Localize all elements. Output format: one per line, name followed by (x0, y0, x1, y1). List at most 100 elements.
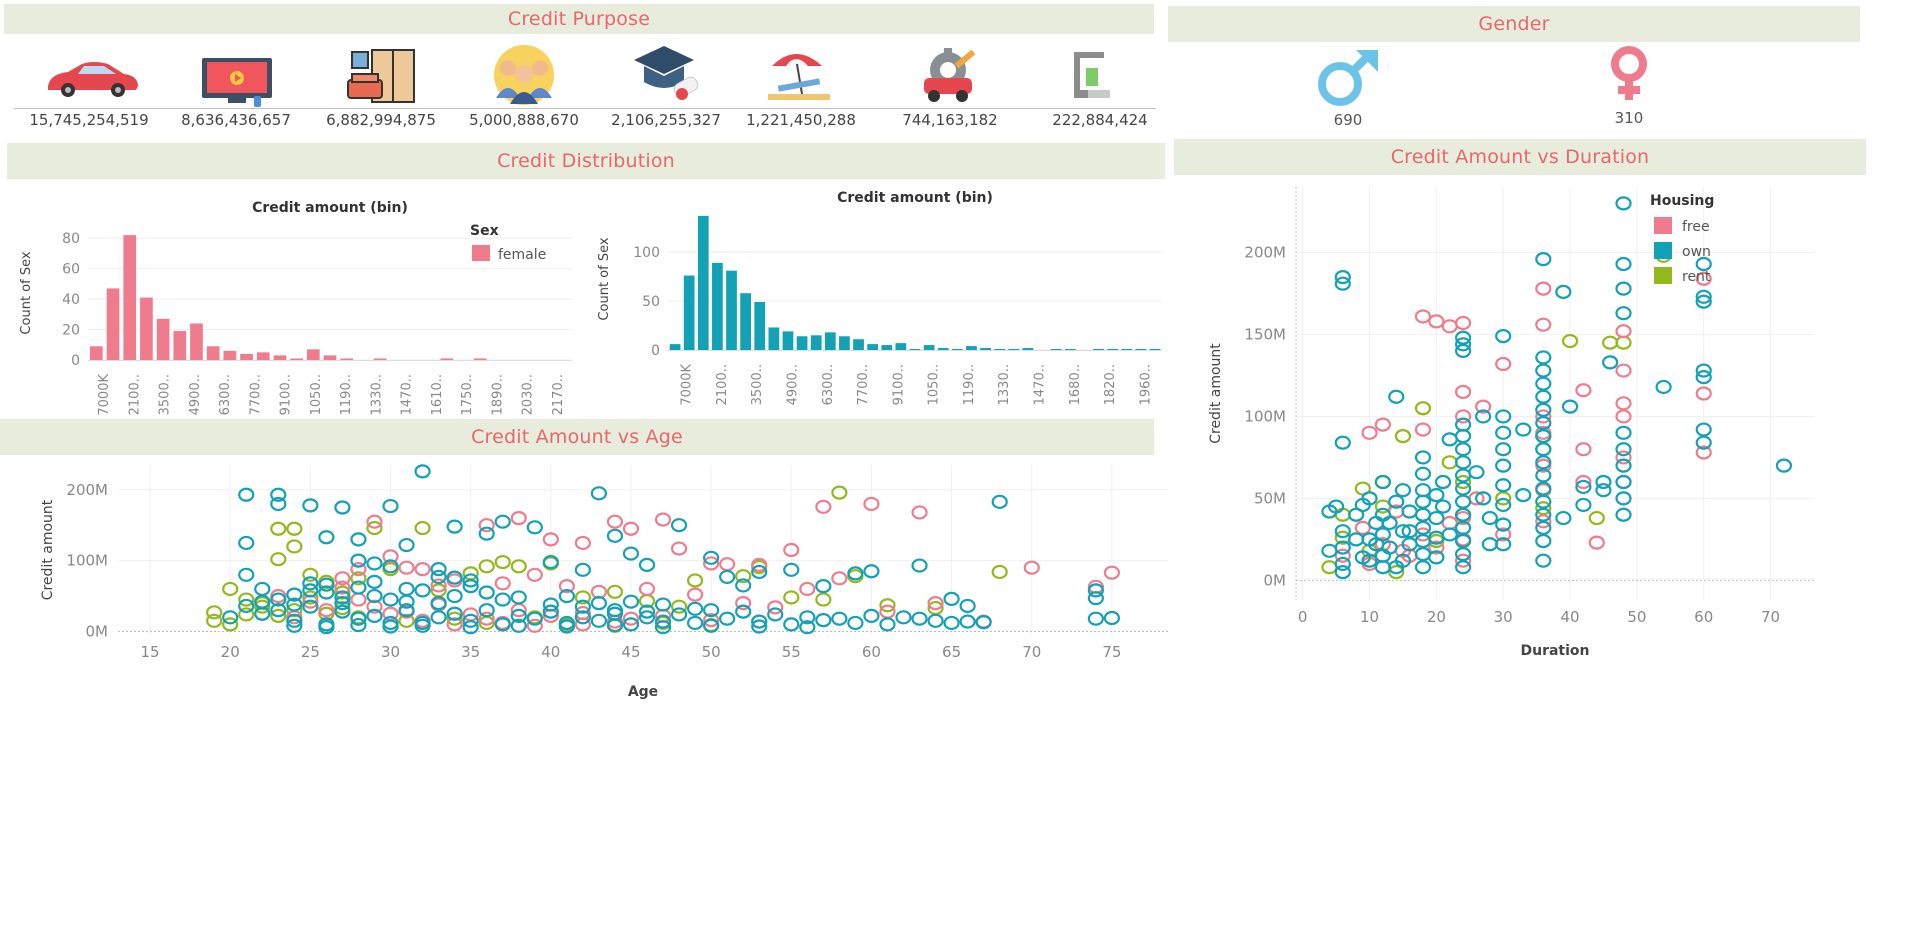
data-point-own (1454, 337, 1472, 352)
data-point-rent (1321, 560, 1338, 575)
data-point-own (991, 494, 1008, 509)
data-point-own (1695, 363, 1712, 378)
data-point-own (1615, 306, 1632, 321)
data-point-free (1103, 565, 1120, 580)
data-point-free (703, 556, 720, 571)
histogram-bar (1050, 349, 1062, 351)
x-tick-label: 55 (782, 643, 801, 661)
data-point-own (1441, 432, 1458, 447)
histogram-bar (768, 327, 780, 350)
data-point-own (703, 603, 720, 618)
x-tick-label: 1050.. (309, 374, 324, 415)
data-point-own (606, 603, 624, 618)
data-point-own (1454, 494, 1472, 509)
data-point-rent (1388, 565, 1405, 580)
data-point-own (686, 615, 704, 631)
data-point-own (1515, 488, 1532, 503)
histogram-bar (980, 348, 991, 350)
data-point-own (462, 579, 479, 594)
y-axis-label: Count of Sex (597, 237, 612, 320)
data-point-own (1368, 537, 1385, 552)
data-point-free (574, 535, 591, 551)
data-point-own (1354, 550, 1371, 565)
data-point-free (831, 571, 848, 586)
data-point-own (1695, 370, 1712, 385)
data-point-own (1615, 196, 1632, 211)
y-tick-label: 200M (1244, 244, 1286, 262)
data-point-own (1495, 329, 1512, 344)
data-point-own (526, 520, 543, 535)
data-point-own (222, 610, 239, 625)
data-point-own (799, 610, 816, 625)
x-tick-label: 1190.. (962, 364, 977, 405)
data-point-own (1775, 458, 1793, 473)
data-point-own (1495, 409, 1512, 424)
x-tick-label: 30 (381, 643, 400, 661)
data-point-own (382, 559, 399, 574)
data-point-own (510, 608, 527, 623)
data-point-own (286, 597, 303, 612)
data-point-own (863, 564, 880, 579)
data-point-own (334, 596, 351, 611)
data-point-rent (510, 559, 527, 574)
data-point-rent (879, 598, 896, 613)
data-point-free (366, 599, 383, 614)
data-point-own (302, 576, 319, 591)
data-point-free (526, 567, 543, 582)
data-point-own (1454, 442, 1472, 457)
business-people-icon (488, 44, 560, 106)
purpose-divider (14, 108, 1156, 109)
data-point-own (414, 583, 431, 598)
data-point-own (462, 573, 479, 588)
legend-label-own: own (1682, 244, 1711, 260)
data-point-own (1555, 510, 1572, 526)
data-point-own (238, 567, 255, 582)
legend-title: Housing (1650, 193, 1714, 209)
data-point-own (1401, 524, 1418, 539)
data-point-own (1334, 540, 1351, 555)
histogram-bar (140, 297, 153, 360)
histogram-bar (106, 288, 120, 360)
data-point-free (1454, 315, 1472, 331)
x-axis-label: Age (628, 684, 658, 700)
data-point-free (414, 562, 431, 577)
data-point-own (1454, 547, 1472, 562)
histogram-bar (1149, 349, 1161, 351)
x-tick-label: 4900.. (188, 374, 203, 415)
data-point-free (638, 581, 656, 597)
data-point-own (1388, 560, 1405, 575)
data-point-own (622, 546, 640, 561)
data-point-rent (1602, 335, 1619, 350)
data-point-own (847, 615, 864, 631)
data-point-free (670, 541, 688, 556)
x-tick-label: 9100.. (279, 374, 294, 415)
data-point-free (863, 496, 880, 512)
data-point-free (526, 618, 543, 633)
data-point-own (1414, 547, 1432, 562)
data-point-own (302, 498, 319, 513)
x-tick-label: 20 (221, 643, 240, 661)
data-point-own (462, 620, 479, 635)
data-point-free (334, 580, 351, 595)
data-point-own (1555, 284, 1572, 299)
data-point-own (1495, 497, 1512, 513)
data-point-rent (222, 581, 239, 597)
data-point-own (719, 611, 736, 626)
data-point-free (1615, 363, 1632, 378)
data-point-own (751, 614, 768, 629)
data-point-own (238, 535, 255, 551)
data-point-free (1414, 422, 1432, 437)
data-point-rent (446, 611, 463, 626)
histogram-bar (782, 331, 794, 350)
x-tick-label: 1470.. (400, 374, 415, 415)
data-point-free (1588, 535, 1605, 550)
amount-vs-age-banner: Credit Amount vs Age (0, 419, 1154, 455)
data-point-own (1414, 466, 1432, 481)
data-point-own (1414, 560, 1432, 575)
x-tick-label: 2100.. (127, 374, 142, 415)
data-point-own (1454, 533, 1472, 549)
data-point-own (574, 610, 591, 625)
data-point-free (686, 587, 704, 602)
data-point-own (270, 592, 287, 607)
data-point-rent (254, 599, 271, 614)
